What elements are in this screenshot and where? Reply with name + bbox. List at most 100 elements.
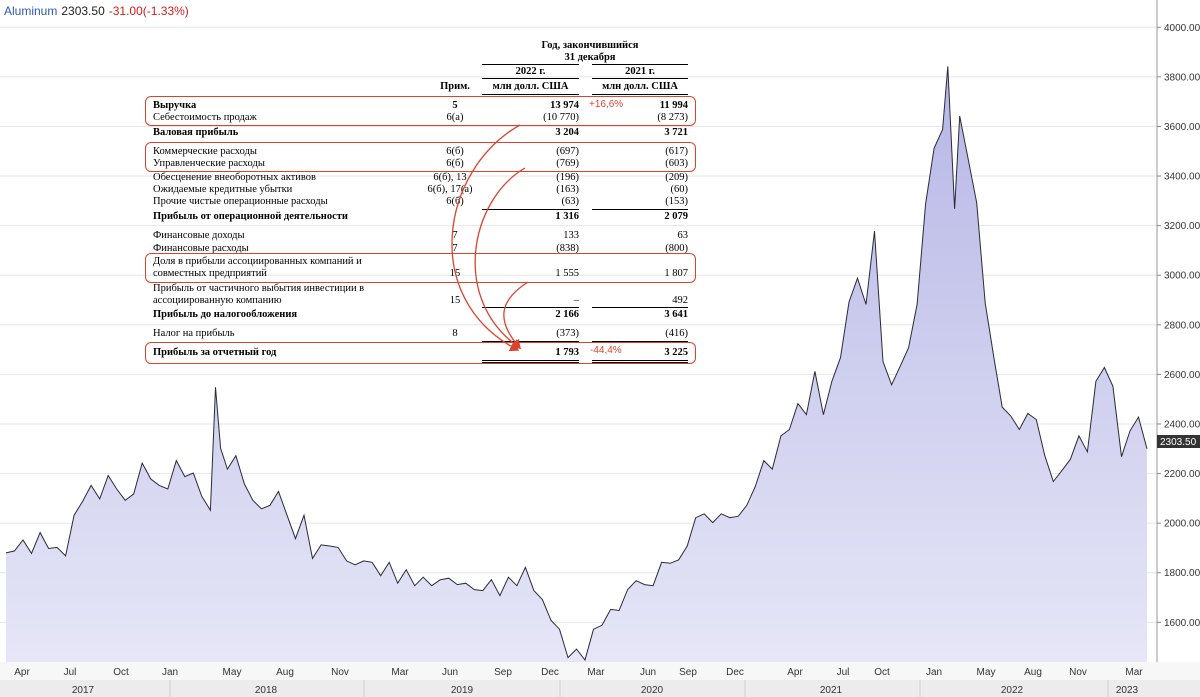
row-note: 5 [452,100,458,111]
row-label-cont: совместных предприятий [153,268,267,279]
row-label: Выручка [153,100,197,111]
row-value-2022: 3 204 [555,127,579,138]
y-tick-label: 3800.00 [1164,72,1200,83]
net-profit-highlight-box [145,342,696,364]
symbol-name: Aluminum [4,4,58,18]
table-heading: Год, закончившийся [541,40,639,51]
row-note: 6(б), 13 [433,172,467,183]
y-tick-label: 2000.00 [1164,519,1200,530]
row-value-2022: (769) [556,158,579,169]
price-value: 2303.50 [61,4,105,18]
row-value-2022: 133 [563,230,579,241]
row-value-2021: (800) [665,243,688,254]
row-label: Валовая прибыль [153,127,239,138]
col-2021-unit: млн долл. США [602,81,678,92]
row-value-2022: – [573,295,579,306]
col-2021-year: 2021 г. [625,66,655,77]
col-2022-unit: млн долл. США [492,81,569,92]
x-month-label: May [977,667,996,678]
table-heading-date: 31 декабря [564,52,616,63]
row-value-2021: (617) [665,146,688,157]
y-tick-label: 2400.00 [1164,419,1200,430]
row-value-2022: (163) [556,184,579,195]
row-value-2021: (60) [670,184,689,195]
row-note: 6(б) [446,146,464,157]
row-label: Обесценение внеоборотных активов [153,172,316,183]
row-note: 6(б) [446,158,464,169]
row-note: 6(б), 17(а) [427,184,473,195]
row-label: Прибыль до налогообложения [153,309,298,320]
row-value-2022: (63) [561,196,580,207]
year-axis-band [0,680,1200,697]
row-label-cont: ассоциированную компанию [153,295,282,306]
y-tick-label: 3000.00 [1164,271,1200,282]
x-month-label: Apr [787,667,803,678]
x-month-label: Dec [541,667,559,678]
x-month-label: Sep [679,667,697,678]
x-year-label: 2021 [820,685,843,696]
y-axis-ticks: 1600.00 1800.00 2000.00 2200.00 2400.00 2600.… [1157,23,1200,629]
x-month-label: Jul [837,667,850,678]
row-label: Прибыль за отчетный год [153,347,277,358]
x-month-label: May [223,667,242,678]
x-month-label: Jun [640,667,656,678]
x-month-label: Jul [64,667,77,678]
associates-highlight-box [145,253,696,283]
row-note: 6(б) [446,196,464,207]
x-month-label: Aug [276,667,294,678]
x-year-label: 2023 [1116,685,1139,696]
row-value-2021: (153) [665,196,688,207]
x-month-label: Dec [726,667,744,678]
y-tick-label: 2200.00 [1164,469,1200,480]
row-value-2021: (603) [665,158,688,169]
x-axis: Apr Jul Oct Jan May Aug Nov Mar Jun Sep Dec Mar Jun S… [0,662,1200,697]
row-value-2021: 11 994 [659,100,688,111]
x-month-label: Mar [587,667,605,678]
revenue-change-pct: +16,6% [589,99,624,110]
row-label: Финансовые расходы [153,243,249,254]
x-month-label: Sep [494,667,512,678]
arrow-associates [503,281,529,349]
y-tick-label: 4000.00 [1164,23,1200,34]
row-value-2022: (373) [556,328,579,339]
row-label: Ожидаемые кредитные убытки [153,184,293,195]
last-value-marker: 2303.50 [1157,435,1200,448]
y-tick-label: 2600.00 [1164,370,1200,381]
row-label: Коммерческие расходы [153,146,257,157]
row-value-2021: (8 273) [657,112,688,123]
row-note: 7 [452,243,458,254]
row-value-2022: 1 793 [555,347,579,358]
x-month-label: Nov [1069,667,1087,678]
x-month-label: Jan [162,667,178,678]
row-value-2022: 1 555 [555,268,579,279]
row-label: Налог на прибыль [153,328,235,339]
row-value-2021: (209) [665,172,688,183]
last-value-label: 2303.50 [1160,437,1197,448]
price-area [6,66,1147,662]
x-year-label: 2020 [641,685,664,696]
x-month-label: Nov [331,667,349,678]
x-month-label: Jan [926,667,942,678]
x-month-label: Jun [442,667,458,678]
x-month-label: Mar [391,667,409,678]
profit-change-pct: -44,4% [590,345,622,356]
arrow-cost [451,124,521,352]
row-label: Управленческие расходы [153,158,265,169]
row-note: 8 [452,328,458,339]
row-label: Доля в прибыли ассоциированных компаний … [153,256,362,267]
y-tick-label: 3200.00 [1164,221,1200,232]
row-value-2022: 1 316 [555,211,579,222]
y-tick-label: 1600.00 [1164,618,1200,629]
row-value-2021: 492 [672,295,688,306]
y-tick-label: 3400.00 [1164,172,1200,183]
y-tick-label: 2800.00 [1164,320,1200,331]
row-label: Прочие чистые операционные расходы [153,196,328,207]
revenue-highlight-box [145,96,696,126]
x-year-label: 2018 [255,685,278,696]
y-tick-label: 1800.00 [1164,568,1200,579]
x-year-label: 2019 [451,685,474,696]
row-value-2022: (697) [556,146,579,157]
